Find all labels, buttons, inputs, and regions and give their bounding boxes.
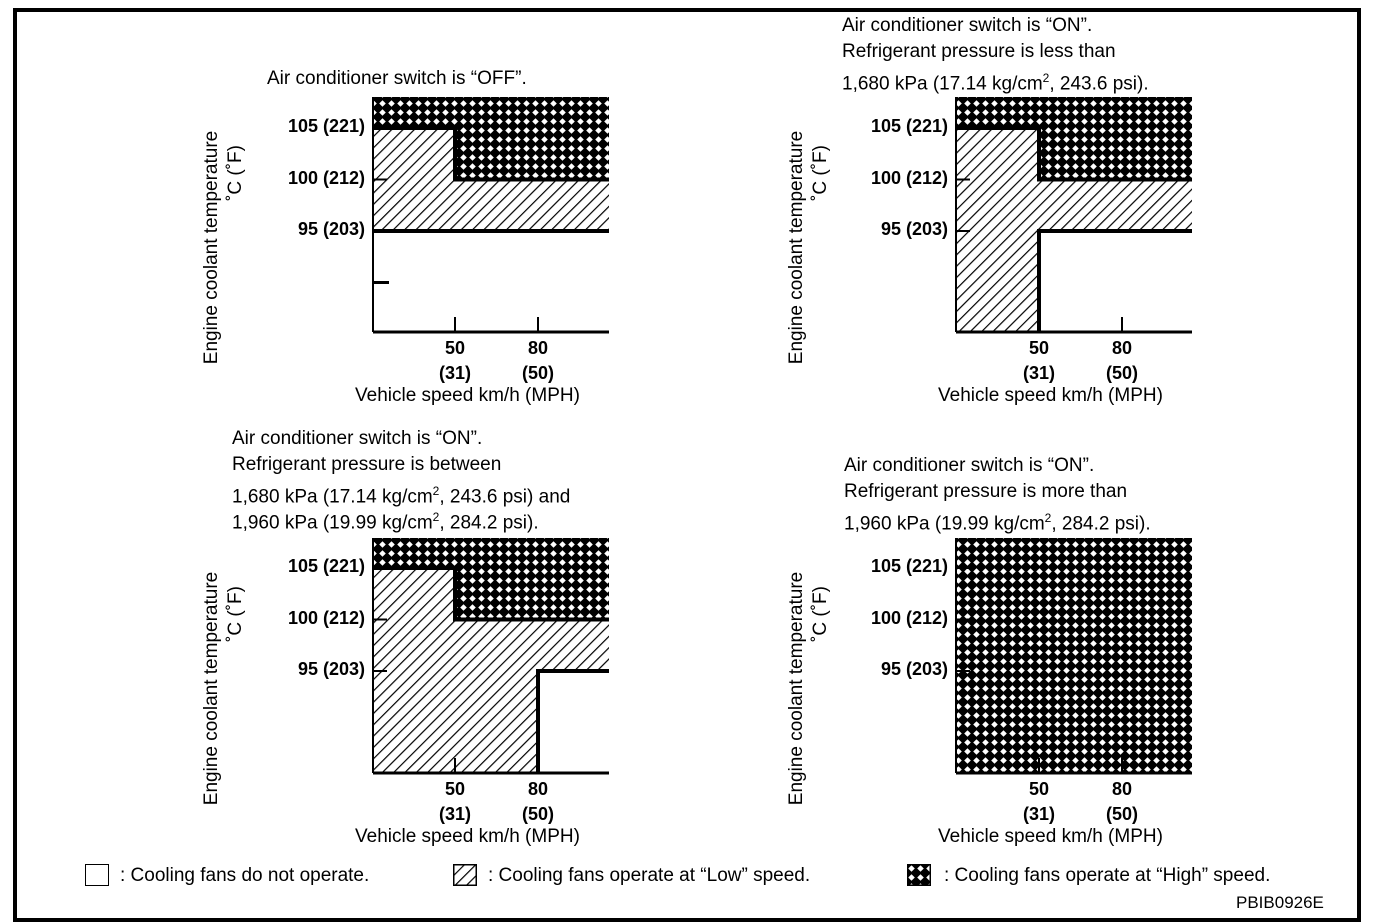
x-axis-label: Vehicle speed km/h (MPH) xyxy=(355,385,580,406)
x-tick-label: 80 xyxy=(527,779,549,799)
y-tick-label: 105 (221) xyxy=(870,556,948,576)
boundary-line xyxy=(1037,229,1192,332)
x-tick-sublabel: (50) xyxy=(521,363,554,383)
legend-swatch-high xyxy=(907,864,931,886)
y-tick-label: 95 (203) xyxy=(297,659,365,679)
y-tick-label: 100 (212) xyxy=(287,167,365,188)
y-axis-label-line-2: ˚C (˚F) xyxy=(810,586,831,642)
chart-3-title-line-1: Air conditioner switch is “ON”. xyxy=(232,428,483,449)
chart-4-title-line-2: Refrigerant pressure is more than xyxy=(844,481,1128,502)
y-tick-label: 100 (212) xyxy=(287,607,365,628)
chart-2-title-line-2: Refrigerant pressure is less than xyxy=(842,41,1116,62)
chart-2-title-line-1: Air conditioner switch is “ON”. xyxy=(842,15,1093,36)
chart-3-title-line-4: 1,960 kPa (19.99 kg/cm2, 284.2 psi). xyxy=(232,510,539,534)
boundary-line xyxy=(536,669,609,773)
y-tick-label: 95 (203) xyxy=(297,219,365,239)
x-axis-label: Vehicle speed km/h (MPH) xyxy=(938,826,1163,847)
y-axis-label-line-2: ˚C (˚F) xyxy=(225,586,246,642)
x-tick-sublabel: (50) xyxy=(1105,804,1138,824)
y-axis-label-line-2: ˚C (˚F) xyxy=(810,145,831,201)
x-axis-label: Vehicle speed km/h (MPH) xyxy=(355,826,580,847)
y-axis-label-line-1: Engine coolant temperature xyxy=(201,130,222,365)
y-axis-label-line-2: ˚C (˚F) xyxy=(225,145,246,201)
legend-label-low: : Cooling fans operate at “Low” speed. xyxy=(488,865,811,886)
chart-3-title-line-2: Refrigerant pressure is between xyxy=(232,454,502,475)
region-high xyxy=(956,97,1192,180)
boundary-line xyxy=(373,126,609,182)
x-tick-label: 50 xyxy=(444,779,466,799)
legend-swatch-low xyxy=(453,864,477,886)
y-axis-label: Engine coolant temperature ˚C (˚F) xyxy=(200,105,248,390)
y-tick-label: 100 (212) xyxy=(870,167,948,188)
chart-1-title-line-1: Air conditioner switch is “OFF”. xyxy=(267,68,527,89)
y-tick-label: 105 (221) xyxy=(287,116,365,136)
x-tick-label: 50 xyxy=(1028,338,1050,358)
chart-2-title-line-3: 1,680 kPa (17.14 kg/cm2, 243.6 psi). xyxy=(842,71,1149,95)
y-tick-label: 95 (203) xyxy=(880,659,948,679)
x-tick-label: 50 xyxy=(1028,779,1050,799)
y-tick-label: 105 (221) xyxy=(287,556,365,576)
y-tick-label: 95 (203) xyxy=(880,219,948,239)
x-tick-label: 80 xyxy=(1111,779,1133,799)
region-low xyxy=(373,568,609,773)
y-axis-label: Engine coolant temperature ˚C (˚F) xyxy=(200,546,248,831)
chart-4 xyxy=(955,538,1192,775)
chart-3-title-line-3: 1,680 kPa (17.14 kg/cm2, 243.6 psi) and xyxy=(232,484,571,508)
chart-2 xyxy=(955,97,1192,334)
boundary-line xyxy=(956,126,1192,182)
y-axis-label: Engine coolant temperature ˚C (˚F) xyxy=(785,105,833,390)
x-tick-sublabel: (50) xyxy=(521,804,554,824)
region-high xyxy=(373,538,609,620)
chart-4-title-line-1: Air conditioner switch is “ON”. xyxy=(844,455,1095,476)
x-tick-label: 50 xyxy=(444,338,466,358)
legend-label-off: : Cooling fans do not operate. xyxy=(120,865,370,886)
x-axis-label: Vehicle speed km/h (MPH) xyxy=(938,385,1163,406)
figure-code: PBIB0926E xyxy=(1236,893,1324,912)
chart-4-title-line-3: 1,960 kPa (19.99 kg/cm2, 284.2 psi). xyxy=(844,511,1151,535)
boundary-line xyxy=(373,566,609,622)
y-axis-label-line-1: Engine coolant temperature xyxy=(786,571,807,806)
y-tick-label: 105 (221) xyxy=(870,116,948,136)
y-tick-label: 100 (212) xyxy=(870,607,948,628)
region-high xyxy=(956,538,1192,773)
x-tick-sublabel: (50) xyxy=(1105,363,1138,383)
legend-label-high: : Cooling fans operate at “High” speed. xyxy=(944,865,1271,886)
x-tick-label: 80 xyxy=(1111,338,1133,358)
legend-swatch-off xyxy=(85,864,109,886)
y-axis-label-line-1: Engine coolant temperature xyxy=(786,130,807,365)
x-tick-label: 80 xyxy=(527,338,549,358)
y-axis-label-line-1: Engine coolant temperature xyxy=(201,571,222,806)
x-tick-sublabel: (31) xyxy=(438,804,471,824)
figure-frame xyxy=(13,8,1361,922)
x-tick-sublabel: (31) xyxy=(1022,804,1055,824)
x-tick-sublabel: (31) xyxy=(438,363,471,383)
chart-1 xyxy=(372,97,609,334)
chart-3 xyxy=(372,538,609,775)
x-tick-sublabel: (31) xyxy=(1022,363,1055,383)
y-axis-label: Engine coolant temperature ˚C (˚F) xyxy=(785,546,833,831)
region-high xyxy=(373,97,609,180)
